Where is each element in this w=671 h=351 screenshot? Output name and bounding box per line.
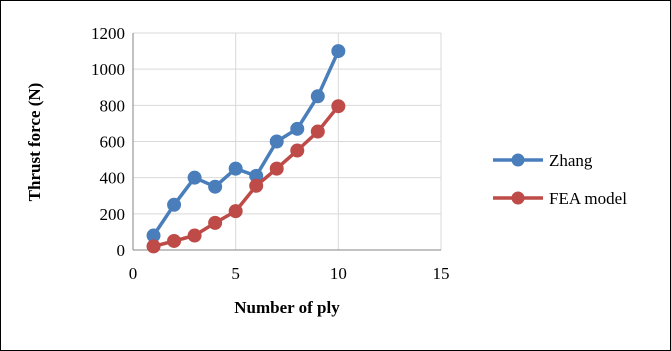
series (146, 44, 346, 254)
series-line (152, 50, 340, 237)
y-tick-label: 400 (100, 169, 126, 188)
data-point (290, 121, 305, 136)
y-tick-label: 1000 (91, 60, 125, 79)
data-point (146, 239, 161, 254)
data-point (167, 197, 182, 212)
y-tick-label: 0 (117, 241, 126, 260)
data-point (331, 44, 346, 59)
data-point (167, 233, 182, 248)
tick-labels: 0 200 400 600 800 1000 1200 0 5 10 15 (91, 24, 450, 283)
data-point (310, 124, 325, 139)
series-line (153, 105, 340, 249)
y-axis-title: Thrust force (N) (25, 83, 44, 202)
x-tick-label: 0 (129, 264, 138, 283)
data-point (228, 161, 243, 176)
y-tick-label: 800 (100, 96, 126, 115)
data-point (187, 228, 202, 243)
x-axis-title: Number of ply (234, 298, 340, 317)
legend-label: Zhang (549, 151, 593, 170)
x-tick-label: 15 (433, 264, 450, 283)
data-point (249, 178, 264, 193)
data-point (228, 204, 243, 219)
data-point (269, 134, 284, 149)
data-point (290, 143, 305, 158)
data-point (208, 179, 223, 194)
legend-swatch-marker (511, 191, 525, 205)
data-point (331, 99, 346, 114)
x-tick-label: 10 (330, 264, 347, 283)
legend-label: FEA model (549, 189, 627, 208)
data-point (208, 215, 223, 230)
data-point (269, 161, 284, 176)
x-tick-label: 5 (231, 264, 240, 283)
y-tick-label: 200 (100, 205, 126, 224)
y-tick-label: 1200 (91, 24, 125, 43)
data-point (310, 89, 325, 104)
y-tick-label: 600 (100, 133, 126, 152)
data-point (187, 170, 202, 185)
legend: Zhang FEA model (493, 151, 627, 208)
axes (132, 33, 441, 251)
legend-swatch-marker (511, 153, 525, 167)
